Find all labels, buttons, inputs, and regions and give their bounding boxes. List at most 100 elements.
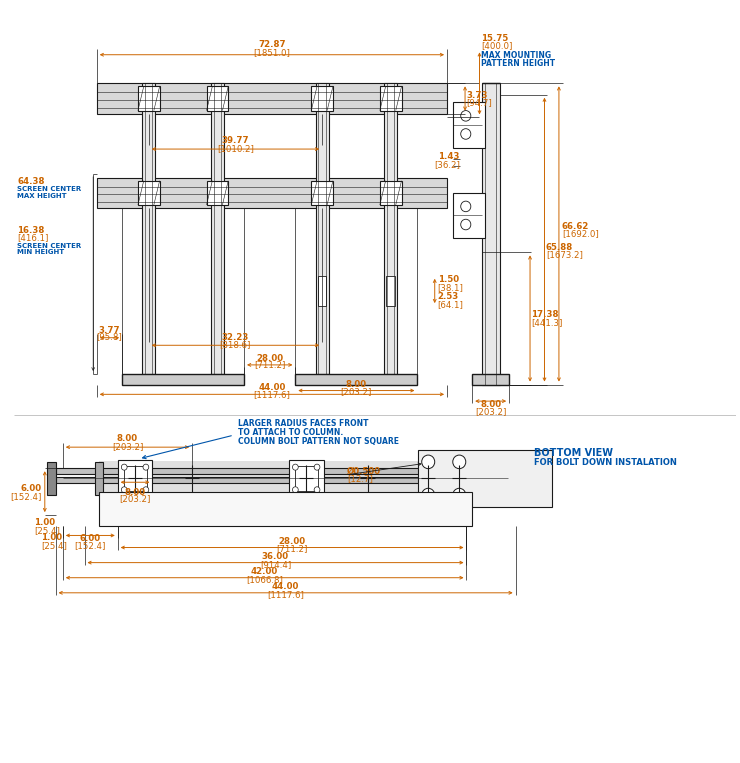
Text: 32.23: 32.23 [222,333,249,343]
Text: COLUMN BOLT PATTERN NOT SQUARE: COLUMN BOLT PATTERN NOT SQUARE [238,436,399,446]
Text: 1.00: 1.00 [41,533,62,542]
Bar [516,462,524,495]
Text: 1.00: 1.00 [34,518,55,527]
Circle shape [143,464,149,470]
Text: [38.1]: [38.1] [437,282,463,291]
Text: [36.2]: [36.2] [434,159,460,169]
Text: [64.1]: [64.1] [437,300,463,309]
Circle shape [453,488,465,502]
Text: 8.00: 8.00 [346,380,367,389]
Text: [203.2]: [203.2] [475,407,506,416]
Circle shape [314,487,320,493]
Text: [1010.2]: [1010.2] [217,143,254,153]
Circle shape [314,464,320,470]
Text: 1.50: 1.50 [437,275,459,284]
Text: SCREEN CENTER: SCREEN CENTER [17,186,81,192]
Circle shape [143,487,149,493]
Text: 72.87: 72.87 [258,40,286,50]
Text: 8.00: 8.00 [124,488,146,497]
Text: [203.2]: [203.2] [119,494,151,504]
Bar [386,276,395,306]
Text: 39.77: 39.77 [221,137,249,145]
Text: [1117.6]: [1117.6] [254,390,290,399]
Text: 3.77: 3.77 [98,326,120,335]
Text: MAX HEIGHT: MAX HEIGHT [17,193,67,199]
Text: [25.4]: [25.4] [41,541,67,550]
Bar [122,374,244,385]
Text: [95.8]: [95.8] [96,333,122,342]
Bar [124,466,147,491]
Text: 42.00: 42.00 [251,567,278,576]
Text: FOR BOLT DOWN INSTALATION: FOR BOLT DOWN INSTALATION [534,458,676,467]
Bar [99,492,472,526]
Bar [99,461,472,496]
Text: 44.00: 44.00 [258,383,286,392]
Bar [206,86,228,111]
Bar [312,86,333,111]
Circle shape [461,129,471,140]
Bar [315,83,329,374]
Text: 2.53: 2.53 [437,292,459,301]
Bar [482,83,500,385]
Text: [441.3]: [441.3] [531,317,563,327]
Bar [289,460,323,497]
Circle shape [292,487,298,493]
Text: 16.38: 16.38 [17,226,44,235]
Circle shape [461,201,471,211]
Text: [416.1]: [416.1] [17,233,49,243]
Text: 15.75: 15.75 [481,34,508,43]
Text: 1.43: 1.43 [439,152,460,161]
Text: TO ATTACH TO COLUMN.: TO ATTACH TO COLUMN. [238,427,343,436]
Text: [818.6]: [818.6] [220,340,251,349]
Bar [47,462,55,495]
Bar [97,178,447,208]
Text: 28.00: 28.00 [256,353,283,362]
Bar [312,181,333,205]
Text: [711.2]: [711.2] [277,545,308,553]
Text: 64.38: 64.38 [17,177,45,186]
Bar [118,460,152,497]
Bar [472,374,509,385]
Bar [97,83,447,114]
Circle shape [422,488,434,502]
Bar [453,193,485,238]
Text: 36.00: 36.00 [262,552,289,561]
Text: [1692.0]: [1692.0] [562,230,599,239]
Text: SCREEN CENTER: SCREEN CENTER [17,243,81,249]
Bar [295,466,317,491]
Circle shape [292,464,298,470]
Text: 8.00: 8.00 [480,401,501,410]
Text: 6.00: 6.00 [80,534,101,543]
Bar [142,83,155,374]
Bar [138,181,160,205]
Text: MIN HEIGHT: MIN HEIGHT [17,250,64,256]
Text: [914.4]: [914.4] [260,559,291,568]
Text: [1673.2]: [1673.2] [546,250,583,259]
Bar [211,83,224,374]
Bar [384,83,397,374]
Bar [206,181,228,205]
Text: MAX MOUNTING: MAX MOUNTING [481,51,551,60]
Bar [380,86,402,111]
Circle shape [453,455,465,468]
Text: 3.73: 3.73 [466,91,488,100]
Text: [203.2]: [203.2] [340,387,372,396]
Text: 66.62: 66.62 [562,222,589,231]
Bar [380,181,402,205]
Text: 17.38: 17.38 [531,311,559,319]
Text: 28.00: 28.00 [278,537,306,546]
Text: [152.4]: [152.4] [75,542,106,551]
Text: [203.2]: [203.2] [112,442,143,451]
Circle shape [461,111,471,121]
Circle shape [121,464,127,470]
Text: BOTTOM VIEW: BOTTOM VIEW [534,448,613,459]
Bar [138,86,160,111]
Circle shape [461,219,471,230]
Bar [468,462,477,495]
Text: [152.4]: [152.4] [10,491,41,501]
Circle shape [422,455,434,468]
Text: [1851.0]: [1851.0] [254,48,290,57]
Bar [56,468,516,475]
Text: [711.2]: [711.2] [254,360,286,369]
Text: [1066.8]: [1066.8] [246,575,283,584]
